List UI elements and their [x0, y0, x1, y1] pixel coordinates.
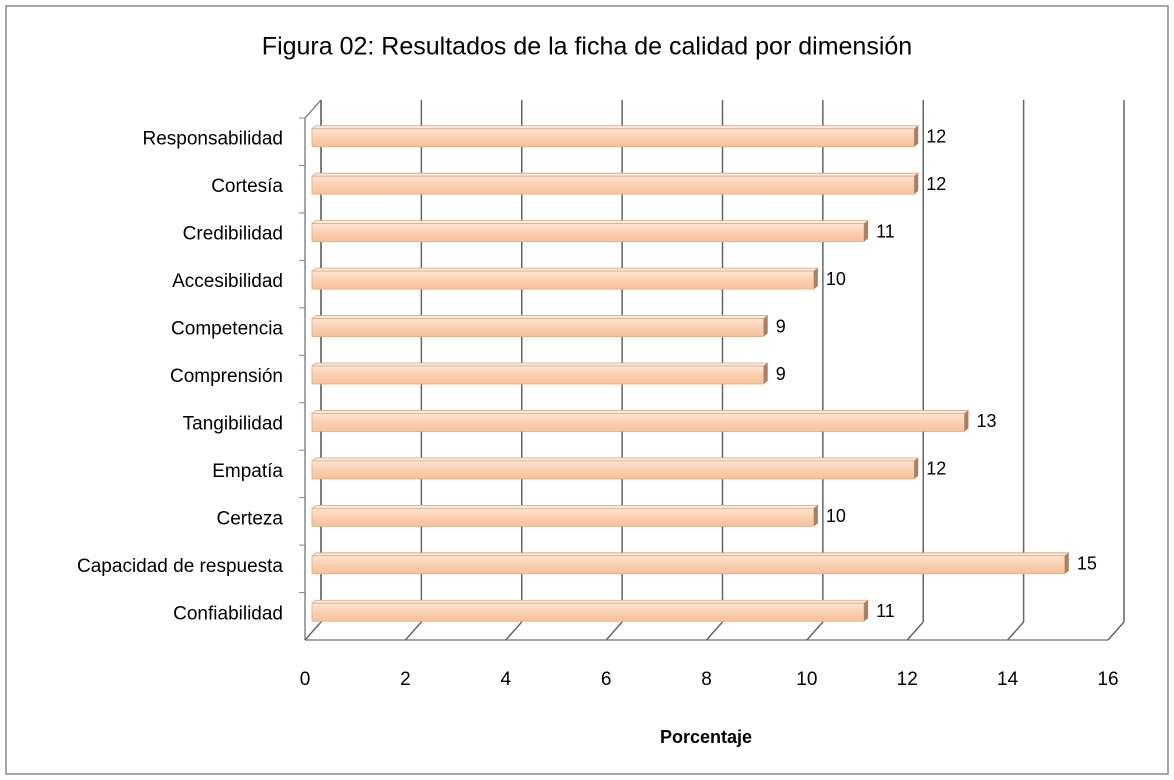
- y-tick-label: Comprensión: [170, 366, 283, 387]
- x-tick-label: 16: [1097, 669, 1118, 690]
- bar-side: [914, 173, 919, 195]
- floor-grid: [304, 621, 322, 641]
- x-tick-label: 4: [500, 669, 511, 690]
- bar: [311, 460, 915, 480]
- bar: [311, 175, 915, 195]
- bar: [311, 318, 765, 337]
- x-tick-label: 2: [400, 669, 411, 690]
- bar: [311, 507, 815, 527]
- x-tick-label: 0: [300, 669, 311, 690]
- bar: [311, 223, 865, 243]
- value-label: 10: [826, 506, 846, 526]
- bar: [311, 270, 815, 290]
- bar-top: [310, 599, 870, 604]
- value-label: 12: [926, 174, 946, 194]
- bar: [311, 555, 1066, 575]
- value-label: 10: [826, 269, 846, 289]
- bar-top: [310, 504, 820, 509]
- bar-top: [310, 125, 920, 130]
- y-tick-label: Responsabilidad: [143, 129, 284, 150]
- x-tick-label: 12: [897, 669, 918, 690]
- value-label: 11: [876, 221, 895, 241]
- floor-grid: [404, 621, 422, 641]
- bar-top: [310, 220, 870, 225]
- bar-side: [763, 315, 768, 337]
- bar-top: [310, 172, 920, 177]
- chart-title: Figura 02: Resultados de la ficha de cal…: [262, 33, 912, 61]
- bar-top: [310, 362, 769, 367]
- bar-side: [813, 268, 818, 290]
- y-tick-label: Credibilidad: [183, 224, 283, 245]
- value-label: 15: [1077, 554, 1097, 574]
- bar-side: [864, 220, 869, 242]
- x-tick-label: 14: [997, 669, 1019, 690]
- chart-frame: [5, 5, 1169, 775]
- x-tick-label: 8: [701, 669, 712, 690]
- x-tick-label: 10: [796, 669, 817, 690]
- value-label: 11: [876, 601, 895, 621]
- bar: [311, 602, 865, 622]
- x-axis-title: Porcentaje: [660, 727, 752, 747]
- bar-side: [864, 600, 869, 622]
- wall-top-left: [304, 99, 322, 119]
- bar-side: [914, 457, 919, 479]
- bar-top: [310, 315, 769, 319]
- y-tick-label: Certeza: [216, 508, 283, 529]
- y-tick-label: Capacidad de respuesta: [77, 556, 283, 577]
- bar-side: [763, 363, 768, 384]
- value-label: 12: [926, 126, 946, 146]
- bar-top: [310, 267, 820, 272]
- floor-grid: [1107, 621, 1125, 641]
- floor-grid: [705, 621, 724, 641]
- value-label: 12: [926, 459, 946, 479]
- floor-grid: [1007, 621, 1025, 641]
- bar: [311, 128, 915, 148]
- floor-grid: [505, 621, 523, 641]
- y-tick-label: Competencia: [171, 319, 283, 340]
- y-tick-label: Empatía: [212, 461, 283, 482]
- y-tick-label: Tangibilidad: [183, 413, 283, 434]
- x-tick-label: 6: [601, 669, 612, 690]
- value-label: 9: [776, 316, 786, 336]
- floor-grid: [906, 621, 924, 641]
- bar-top: [310, 410, 970, 414]
- value-label: 13: [976, 411, 996, 431]
- bar-top: [310, 457, 920, 462]
- bar-side: [1064, 552, 1069, 574]
- bar-top: [310, 552, 1071, 557]
- bar: [311, 413, 965, 432]
- bar-side: [964, 410, 969, 432]
- y-tick-label: Accesibilidad: [172, 271, 283, 292]
- y-tick-label: Cortesía: [211, 176, 283, 197]
- y-tick-label: Confiabilidad: [173, 603, 283, 624]
- floor-grid: [806, 621, 824, 641]
- bar-side: [813, 505, 818, 527]
- floor-grid: [605, 621, 623, 641]
- bar-side: [914, 125, 919, 147]
- bar: [311, 365, 765, 385]
- value-label: 9: [776, 364, 786, 384]
